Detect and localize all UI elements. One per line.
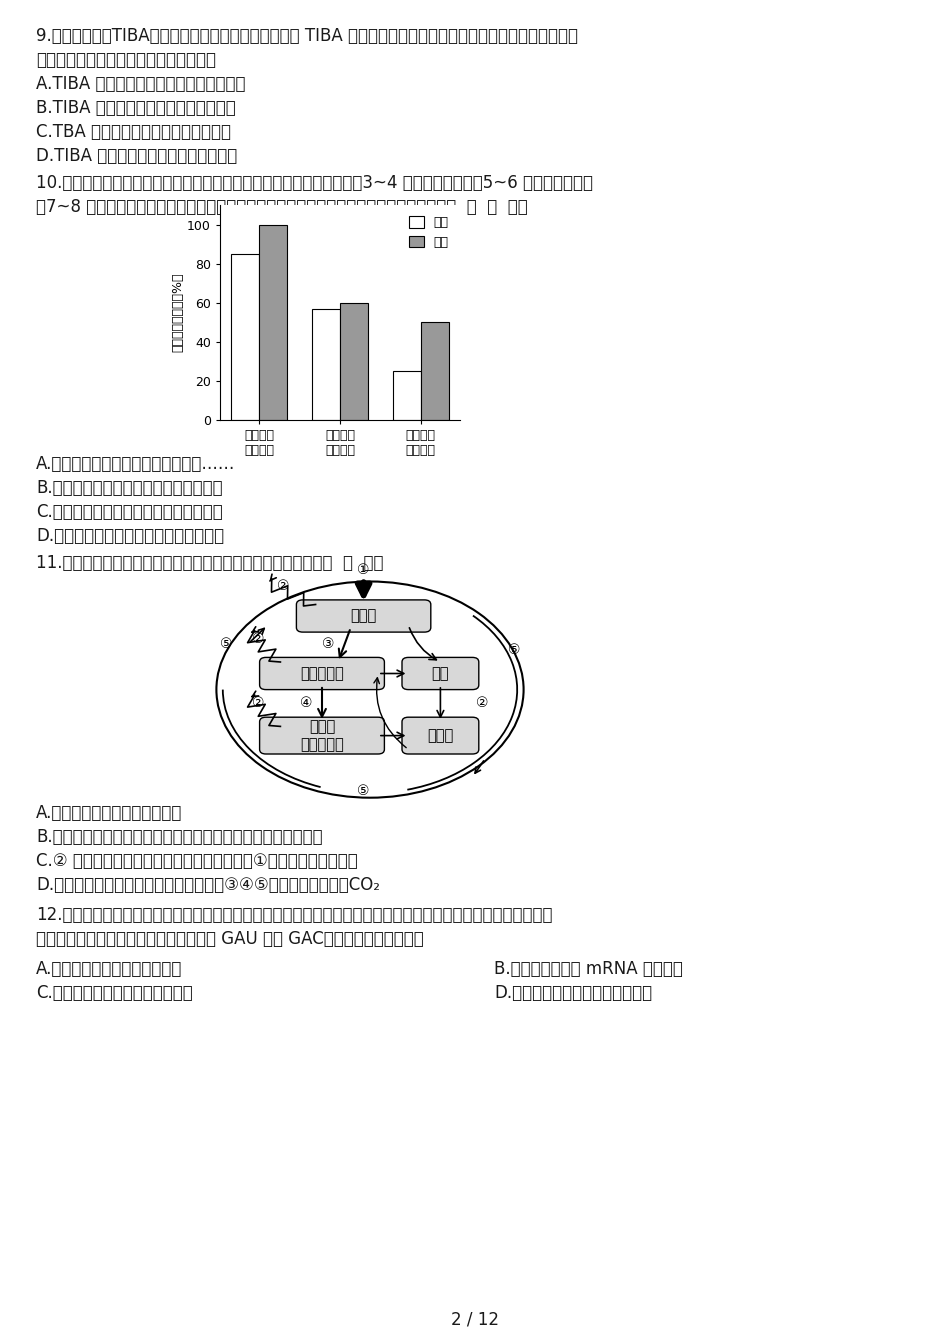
Text: 初级消费者: 初级消费者 [300, 667, 344, 681]
Text: 10.争论人员将红隼的谁鸟转移到不同的巢中，形成雏鸟数量削减的巢（3~4 只）、正常的巢（5~6 只）和扩大的巢: 10.争论人员将红隼的谁鸟转移到不同的巢中，形成雏鸟数量削减的巢（3~4 只）、… [36, 173, 593, 192]
Y-axis label: 亲本的存活比例（%）: 亲本的存活比例（%） [171, 273, 184, 352]
Text: ④: ④ [300, 696, 313, 711]
Text: ②: ② [476, 696, 488, 711]
Text: C.TBA 促进了植株顶芽处生长素的合成: C.TBA 促进了植株顶芽处生长素的合成 [36, 124, 231, 141]
Bar [312, 309, 340, 419]
Text: ⑤: ⑤ [507, 644, 521, 657]
Text: A.抗虫蛋白的空间构造发生转变: A.抗虫蛋白的空间构造发生转变 [36, 960, 182, 978]
Text: ⑤: ⑤ [219, 637, 232, 650]
Text: B.抗虫基因转录的 mRNA 含量增加: B.抗虫基因转录的 mRNA 含量增加 [494, 960, 683, 978]
FancyBboxPatch shape [259, 718, 385, 754]
Bar [340, 302, 369, 419]
Bar [392, 371, 421, 419]
Text: 分解者: 分解者 [428, 728, 453, 743]
Text: C.② 表示热能散失的过程，生态系统需要通过①过程从外界获得能量: C.② 表示热能散失的过程，生态系统需要通过①过程从外界获得能量 [36, 852, 358, 870]
Text: C.育雏规模的转变会影响红隼的性别比例: C.育雏规模的转变会影响红隼的性别比例 [36, 503, 222, 521]
Text: D.棉花细胞染色体的构造发生转变: D.棉花细胞染色体的构造发生转变 [494, 984, 652, 1003]
FancyBboxPatch shape [296, 599, 430, 632]
Text: ②: ② [252, 696, 264, 711]
FancyBboxPatch shape [402, 657, 479, 689]
Legend: 雌性, 雄性: 雌性, 雄性 [404, 211, 454, 254]
FancyBboxPatch shape [259, 657, 385, 689]
Text: A.雄性亲本在抚育雏鸟过程中不发挥……: A.雄性亲本在抚育雏鸟过程中不发挥…… [36, 456, 236, 473]
Text: 12.为提高转基因抗虫棉的抗性，我国科学家通过基因改造，承受了植物偏好的密码子，大大提高了棉花细胞中抗虫: 12.为提高转基因抗虫棉的抗性，我国科学家通过基因改造，承受了植物偏好的密码子，… [36, 906, 553, 925]
Text: 次级和
三级消费者: 次级和 三级消费者 [300, 719, 344, 751]
Text: 2 / 12: 2 / 12 [451, 1310, 499, 1328]
Text: ①: ① [357, 563, 370, 577]
Text: 11.以下图为生态系统能量流淌和物质循环的关系图，相关表达错  误  的是: 11.以下图为生态系统能量流淌和物质循环的关系图，相关表达错 误 的是 [36, 554, 384, 573]
Text: B.TIBA 提高了植株侧芽处的生长素浓度: B.TIBA 提高了植株侧芽处的生长素浓度 [36, 99, 236, 117]
Bar [259, 224, 288, 419]
Bar [231, 254, 259, 419]
Text: ②: ② [252, 632, 264, 646]
Text: D.育雏规模的转变会影响红隼的种群数量: D.育雏规模的转变会影响红隼的种群数量 [36, 527, 224, 546]
Text: 9.三碘苯甲酸（TIBA）是一种人工合成的化学物质，将 TIBA 喷洒在植株顶端能够解除顶端优势，促进侧芽的分化: 9.三碘苯甲酸（TIBA）是一种人工合成的化学物质，将 TIBA 喷洒在植株顶端… [36, 27, 578, 44]
Text: 生产者: 生产者 [351, 609, 377, 624]
Text: C.抗虫基因的核苷酸序列发生转变: C.抗虫基因的核苷酸序列发生转变 [36, 984, 193, 1003]
Text: 碎屑: 碎屑 [431, 667, 449, 681]
Text: ⑤: ⑤ [357, 784, 370, 798]
Text: （7~8 只）。统计冬季雌、雄亲本的存活比例，结果如以下图。依据试验结果作出的推论不  合  理  的是: （7~8 只）。统计冬季雌、雄亲本的存活比例，结果如以下图。依据试验结果作出的推… [36, 198, 528, 216]
Text: A.TIBA 阻碍了植物体内生长素的极性运输: A.TIBA 阻碍了植物体内生长素的极性运输 [36, 75, 245, 93]
Text: 和生长。据此分析，以下推想最合理的是: 和生长。据此分析，以下推想最合理的是 [36, 51, 216, 69]
Bar [421, 323, 449, 419]
Text: ③: ③ [322, 637, 334, 650]
Text: B.哺育较多后代对双亲成活率有负面影响: B.哺育较多后代对双亲成活率有负面影响 [36, 478, 222, 497]
FancyBboxPatch shape [402, 718, 479, 754]
Text: 蛋白的表达量，如将天冬氨酸的密码子由 GAU 改为 GAC。此过程发生的变化有: 蛋白的表达量，如将天冬氨酸的密码子由 GAU 改为 GAC。此过程发生的变化有 [36, 930, 424, 948]
Text: D.假设图中物质循环表示碳循环，则碳在③④⑤过程的传递形式为CO₂: D.假设图中物质循环表示碳循环，则碳在③④⑤过程的传递形式为CO₂ [36, 876, 380, 894]
Text: B.能量流淌和物质循环可借助生物之间的食食过程相依相伴进展: B.能量流淌和物质循环可借助生物之间的食食过程相依相伴进展 [36, 828, 323, 845]
Text: ②: ② [277, 579, 290, 593]
Text: A.图中黑色箭头可表示能量流淌: A.图中黑色箭头可表示能量流淌 [36, 804, 182, 823]
Text: D.TIBA 能够增加植物内源生长素的作用: D.TIBA 能够增加植物内源生长素的作用 [36, 146, 238, 165]
